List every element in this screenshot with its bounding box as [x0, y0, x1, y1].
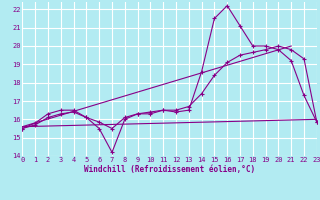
X-axis label: Windchill (Refroidissement éolien,°C): Windchill (Refroidissement éolien,°C): [84, 165, 255, 174]
